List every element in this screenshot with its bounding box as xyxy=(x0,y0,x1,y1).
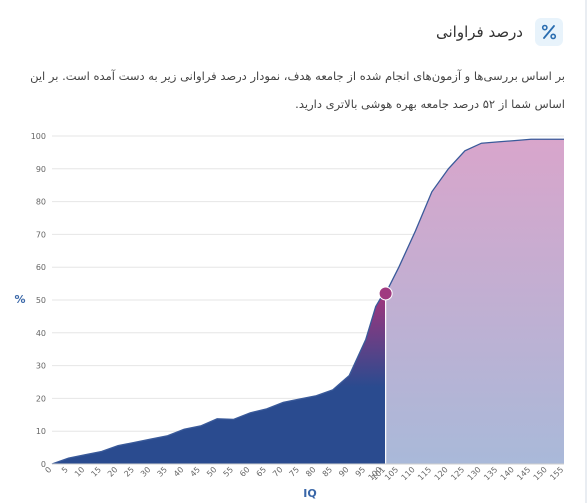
x-tick-label: 155 xyxy=(548,465,565,482)
y-tick-label: 30 xyxy=(36,362,46,371)
y-tick-label: 80 xyxy=(36,198,46,207)
x-tick-label: 150 xyxy=(532,465,549,482)
description-text: بر اساس بررسی‌ها و آزمون‌های انجام شده ا… xyxy=(30,69,565,111)
x-tick-label: 15 xyxy=(89,465,103,479)
x-tick-label: 25 xyxy=(122,465,136,479)
card-title: درصد فراوانی xyxy=(435,23,523,41)
y-tick-label: 50 xyxy=(36,296,46,305)
x-tick-label: 105 xyxy=(383,465,400,482)
card-header: درصد فراوانی xyxy=(436,18,563,46)
y-tick-label: 100 xyxy=(31,132,46,141)
card-border xyxy=(585,0,587,503)
x-tick-label: 45 xyxy=(188,465,202,479)
x-tick-label: 140 xyxy=(499,465,516,482)
x-tick-label: 130 xyxy=(466,465,483,482)
x-tick-label: 75 xyxy=(288,465,302,479)
x-tick-label: 60 xyxy=(238,465,252,479)
x-tick-label: 90 xyxy=(337,465,351,479)
x-tick-label: 40 xyxy=(172,465,186,479)
filled-area xyxy=(52,293,386,464)
x-tick-label: 50 xyxy=(205,465,219,479)
y-tick-label: 0 xyxy=(41,460,46,469)
x-tick-label: 20 xyxy=(106,465,120,479)
x-tick-label: 5 xyxy=(60,465,70,475)
y-tick-label: 40 xyxy=(36,329,46,338)
x-tick-label: 0 xyxy=(43,465,53,475)
x-tick-label: 125 xyxy=(449,465,466,482)
y-tick-label: 10 xyxy=(36,427,46,436)
x-tick-label: 110 xyxy=(400,465,417,482)
series-line xyxy=(51,138,564,465)
x-tick-label: 95 xyxy=(354,465,368,479)
x-tick-label: 80 xyxy=(304,465,318,479)
x-axis-label: IQ xyxy=(303,487,316,500)
x-tick-label: 70 xyxy=(271,465,285,479)
y-axis-label: % xyxy=(14,293,25,306)
y-tick-label: 20 xyxy=(36,394,46,403)
x-tick-label: 10 xyxy=(73,465,87,479)
x-tick-label: 135 xyxy=(482,465,499,482)
x-tick-label: 120 xyxy=(433,465,450,482)
x-tick-label: 55 xyxy=(222,465,236,479)
percent-icon-box xyxy=(535,18,563,46)
x-tick-label: 145 xyxy=(515,465,532,482)
percent-icon xyxy=(541,24,557,40)
user-position-marker xyxy=(378,286,393,301)
x-tick-label: 65 xyxy=(255,465,269,479)
remaining-area xyxy=(385,139,564,464)
y-tick-label: 90 xyxy=(36,165,46,174)
y-tick-label: 60 xyxy=(36,263,46,272)
x-tick-label: 115 xyxy=(416,465,433,482)
x-tick-label: 85 xyxy=(321,465,335,479)
y-tick-label: 70 xyxy=(36,230,46,239)
x-tick-label: 30 xyxy=(139,465,153,479)
x-tick-label: 35 xyxy=(155,465,169,479)
